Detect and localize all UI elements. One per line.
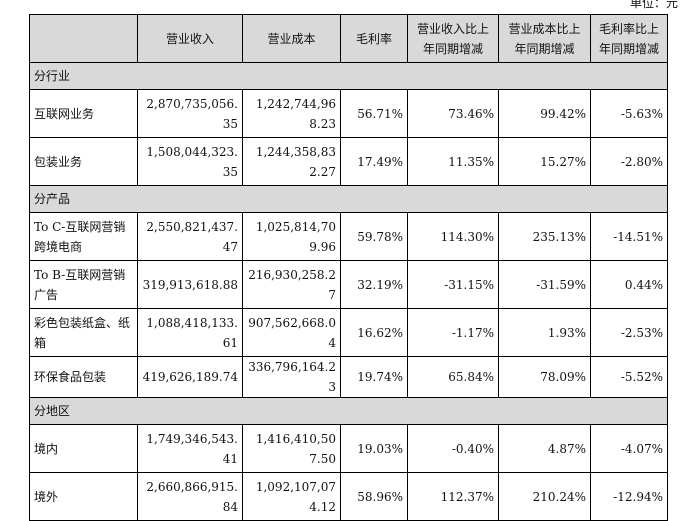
margin-cell: 58.96% (340, 472, 408, 521)
revenue-change-cell: -31.15% (407, 260, 499, 309)
header-revenue-change: 营业收入比上年同期增减 (407, 14, 499, 63)
header-margin-change: 毛利率比上年同期增减 (590, 14, 668, 63)
margin-cell: 56.71% (340, 89, 408, 138)
revenue-change-cell: 11.35% (407, 137, 499, 186)
margin-cell: 19.74% (340, 356, 408, 398)
table-row: To B-互联网营销广告 319,913,618.88 216,930,258.27… (29, 260, 668, 309)
cost-cell: 1,025,814,709.96 (242, 212, 341, 261)
margin-change-cell: -2.80% (590, 137, 668, 186)
table-body: 分行业 互联网业务 2,870,735,056.35 1,242,744,968.23… (29, 62, 668, 521)
revenue-cell: 419,626,189.74 (137, 356, 243, 398)
margin-change-cell: -5.63% (590, 89, 668, 138)
cost-cell: 1,416,410,507.50 (242, 424, 341, 473)
table-row: 境内 1,749,346,543.41 1,416,410,507.50 19.03%… (29, 424, 668, 473)
row-name: 彩色包装纸盒、纸箱 (29, 308, 138, 357)
row-name: To B-互联网营销广告 (29, 260, 138, 309)
revenue-cell: 1,749,346,543.41 (137, 424, 243, 473)
revenue-change-cell: 73.46% (407, 89, 499, 138)
cost-cell: 1,242,744,968.23 (242, 89, 341, 138)
margin-change-cell: -2.53% (590, 308, 668, 357)
header-cost-change: 营业成本比上年同期增减 (498, 14, 591, 63)
cost-change-cell: 4.87% (498, 424, 591, 473)
revenue-cell: 1,508,044,323.35 (137, 137, 243, 186)
cost-change-cell: 15.27% (498, 137, 591, 186)
revenue-change-cell: 112.37% (407, 472, 499, 521)
section-title: 分行业 (29, 62, 668, 90)
unit-label: 单位：元 (629, 0, 678, 10)
header-revenue: 营业收入 (137, 14, 243, 63)
section-title: 分地区 (29, 397, 668, 425)
margin-cell: 16.62% (340, 308, 408, 357)
cost-change-cell: 1.93% (498, 308, 591, 357)
margin-cell: 19.03% (340, 424, 408, 473)
margin-cell: 59.78% (340, 212, 408, 261)
margin-change-cell: -5.52% (590, 356, 668, 398)
header-row: 营业收入 营业成本 毛利率 营业收入比上年同期增减 营业成本比上年同期增减 毛利… (29, 14, 668, 63)
cost-cell: 336,796,164.23 (242, 356, 341, 398)
revenue-cell: 2,870,735,056.35 (137, 89, 243, 138)
table-row: 环保食品包装 419,626,189.74 336,796,164.23 19.74%… (29, 356, 668, 398)
row-name: 包装业务 (29, 137, 138, 186)
row-name: 环保食品包装 (29, 356, 138, 398)
revenue-change-cell: 114.30% (407, 212, 499, 261)
revenue-change-cell: 65.84% (407, 356, 499, 398)
margin-change-cell: -4.07% (590, 424, 668, 473)
revenue-cell: 2,550,821,437.47 (137, 212, 243, 261)
section-row: 分产品 (29, 185, 668, 213)
revenue-change-cell: -1.17% (407, 308, 499, 357)
cost-change-cell: 78.09% (498, 356, 591, 398)
table-row: 包装业务 1,508,044,323.35 1,244,358,832.27 17.4… (29, 137, 668, 186)
table-row: To C-互联网营销跨境电商 2,550,821,437.47 1,025,814,… (29, 212, 668, 261)
header-cost: 营业成本 (242, 14, 341, 63)
cost-cell: 907,562,668.04 (242, 308, 341, 357)
cost-cell: 1,092,107,074.12 (242, 472, 341, 521)
cost-change-cell: -31.59% (498, 260, 591, 309)
revenue-cell: 319,913,618.88 (137, 260, 243, 309)
row-name: 境外 (29, 472, 138, 521)
margin-change-cell: 0.44% (590, 260, 668, 309)
margin-cell: 32.19% (340, 260, 408, 309)
row-name: 互联网业务 (29, 89, 138, 138)
revenue-table: 营业收入 营业成本 毛利率 营业收入比上年同期增减 营业成本比上年同期增减 毛利… (29, 14, 668, 521)
row-name: 境内 (29, 424, 138, 473)
revenue-cell: 1,088,418,133.61 (137, 308, 243, 357)
cost-change-cell: 210.24% (498, 472, 591, 521)
table-row: 互联网业务 2,870,735,056.35 1,242,744,968.23 56.… (29, 89, 668, 138)
header-margin: 毛利率 (340, 14, 408, 63)
revenue-change-cell: -0.40% (407, 424, 499, 473)
revenue-cell: 2,660,866,915.84 (137, 472, 243, 521)
table-row: 境外 2,660,866,915.84 1,092,107,074.12 58.96%… (29, 472, 668, 521)
margin-cell: 17.49% (340, 137, 408, 186)
cost-change-cell: 235.13% (498, 212, 591, 261)
header-blank (29, 14, 138, 63)
cost-cell: 216,930,258.27 (242, 260, 341, 309)
section-title: 分产品 (29, 185, 668, 213)
cost-change-cell: 99.42% (498, 89, 591, 138)
row-name: To C-互联网营销跨境电商 (29, 212, 138, 261)
table-row: 彩色包装纸盒、纸箱 1,088,418,133.61 907,562,668.04 1… (29, 308, 668, 357)
margin-change-cell: -12.94% (590, 472, 668, 521)
cost-cell: 1,244,358,832.27 (242, 137, 341, 186)
margin-change-cell: -14.51% (590, 212, 668, 261)
section-row: 分行业 (29, 62, 668, 90)
section-row: 分地区 (29, 397, 668, 425)
